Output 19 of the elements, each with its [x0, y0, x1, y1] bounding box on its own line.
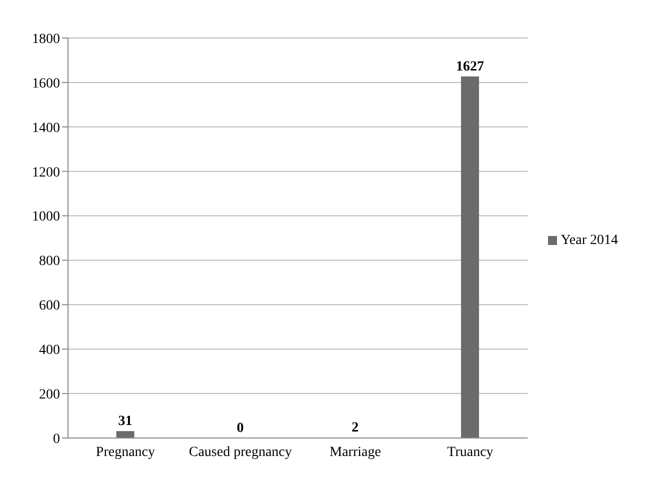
y-tick-label: 1000 — [32, 210, 60, 225]
y-tick-label: 800 — [39, 254, 60, 270]
y-tick-label: 1800 — [32, 32, 60, 47]
data-label: 1627 — [456, 59, 484, 74]
y-tick-label: 200 — [39, 388, 60, 403]
y-tick-label: 1400 — [32, 120, 60, 136]
data-label: 0 — [236, 421, 244, 436]
data-label: 31 — [118, 414, 132, 430]
legend-label: Year 2014 — [560, 232, 618, 248]
y-tick-label: 1600 — [32, 76, 60, 92]
y-tick-label: 0 — [53, 432, 60, 447]
data-label: 2 — [352, 420, 359, 436]
x-tick-label: Marriage — [330, 444, 381, 460]
y-tick-label: 600 — [39, 298, 60, 314]
x-tick-label: Caused pregnancy — [188, 444, 292, 460]
y-tick-label: 1200 — [32, 165, 60, 180]
y-tick-label: 400 — [39, 343, 60, 358]
x-tick-label: Truancy — [447, 444, 494, 460]
x-tick-label: Pregnancy — [96, 444, 156, 460]
